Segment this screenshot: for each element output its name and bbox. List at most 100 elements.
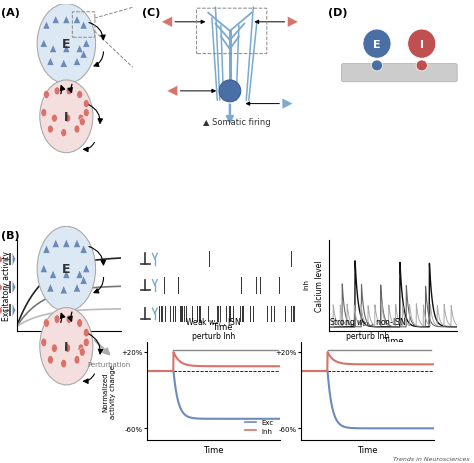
Polygon shape	[43, 245, 50, 254]
Polygon shape	[12, 304, 16, 317]
Polygon shape	[60, 60, 67, 68]
Ellipse shape	[408, 30, 436, 59]
Circle shape	[40, 308, 93, 385]
Circle shape	[77, 91, 82, 99]
Ellipse shape	[416, 61, 428, 72]
Text: E: E	[62, 263, 71, 276]
FancyArrowPatch shape	[89, 106, 102, 124]
Polygon shape	[82, 264, 90, 273]
Circle shape	[44, 91, 49, 99]
FancyArrowPatch shape	[61, 87, 64, 94]
Circle shape	[61, 129, 67, 138]
Polygon shape	[80, 245, 87, 254]
Text: (C): (C)	[142, 8, 160, 18]
Polygon shape	[73, 239, 81, 248]
Polygon shape	[82, 40, 90, 48]
Polygon shape	[288, 17, 298, 28]
FancyArrowPatch shape	[89, 247, 106, 265]
Polygon shape	[47, 284, 54, 293]
Circle shape	[74, 356, 80, 364]
Title: Weak $w_{EI}$ , ISN
perturb Inh: Weak $w_{EI}$ , ISN perturb Inh	[185, 316, 242, 340]
Circle shape	[74, 126, 80, 134]
Circle shape	[83, 100, 89, 108]
FancyArrowPatch shape	[68, 313, 72, 321]
Circle shape	[77, 319, 82, 328]
Circle shape	[47, 126, 54, 134]
Text: E: E	[62, 38, 71, 51]
Circle shape	[78, 115, 84, 123]
Text: Perturbation: Perturbation	[87, 361, 130, 367]
Circle shape	[65, 344, 71, 353]
FancyArrowPatch shape	[94, 278, 104, 294]
Polygon shape	[49, 45, 57, 54]
Circle shape	[83, 329, 89, 337]
Title: Strong $w_{EI}$ , non-ISN
perturb Inh: Strong $w_{EI}$ , non-ISN perturb Inh	[328, 316, 406, 340]
Polygon shape	[52, 239, 59, 248]
Polygon shape	[60, 286, 67, 294]
Circle shape	[52, 344, 57, 353]
X-axis label: Time: Time	[357, 445, 378, 454]
Legend: Exc, Inh: Exc, Inh	[242, 417, 276, 437]
Text: (A): (A)	[1, 8, 20, 18]
Polygon shape	[40, 40, 47, 48]
Polygon shape	[47, 58, 54, 66]
Circle shape	[79, 119, 85, 126]
Circle shape	[61, 360, 67, 368]
Polygon shape	[12, 253, 16, 266]
Text: I: I	[64, 340, 69, 353]
Polygon shape	[40, 264, 47, 273]
FancyBboxPatch shape	[341, 64, 457, 82]
Circle shape	[54, 315, 60, 324]
Circle shape	[47, 356, 54, 364]
Polygon shape	[63, 270, 70, 279]
Polygon shape	[80, 51, 87, 59]
Polygon shape	[282, 99, 293, 110]
Polygon shape	[76, 45, 83, 54]
Polygon shape	[76, 270, 83, 279]
FancyArrowPatch shape	[68, 85, 72, 93]
Circle shape	[41, 109, 47, 118]
Polygon shape	[63, 16, 70, 25]
Circle shape	[37, 5, 96, 84]
FancyArrowPatch shape	[89, 334, 103, 354]
Circle shape	[37, 227, 96, 312]
Circle shape	[65, 115, 71, 123]
Text: E: E	[373, 39, 381, 50]
Text: (D): (D)	[328, 8, 348, 18]
Polygon shape	[52, 16, 59, 25]
Polygon shape	[162, 17, 172, 28]
Polygon shape	[73, 284, 81, 293]
Polygon shape	[80, 276, 87, 285]
Text: (B): (B)	[1, 231, 20, 241]
X-axis label: Time: Time	[383, 337, 404, 345]
Text: I: I	[64, 111, 69, 124]
Polygon shape	[134, 308, 141, 319]
Polygon shape	[12, 281, 16, 294]
Text: Inh: Inh	[303, 278, 310, 289]
Ellipse shape	[363, 30, 391, 59]
FancyArrowPatch shape	[94, 53, 103, 67]
Text: Time: Time	[212, 322, 233, 331]
X-axis label: Time: Time	[58, 337, 79, 345]
Circle shape	[44, 319, 49, 328]
Polygon shape	[49, 270, 57, 279]
X-axis label: Time: Time	[203, 445, 224, 454]
Circle shape	[66, 88, 72, 96]
Circle shape	[219, 81, 241, 103]
Circle shape	[83, 109, 89, 118]
Polygon shape	[134, 280, 141, 291]
Y-axis label: Calcium level: Calcium level	[315, 260, 324, 312]
Text: Trends in Neurosciences: Trends in Neurosciences	[392, 456, 469, 461]
Circle shape	[54, 88, 60, 96]
Polygon shape	[80, 22, 87, 30]
Polygon shape	[167, 86, 178, 97]
FancyArrowPatch shape	[83, 374, 94, 384]
Text: ▲ Somatic firing: ▲ Somatic firing	[203, 118, 271, 127]
Circle shape	[79, 348, 85, 357]
Circle shape	[66, 315, 72, 324]
Circle shape	[78, 344, 84, 353]
Text: I: I	[420, 39, 424, 50]
Circle shape	[83, 338, 89, 347]
Polygon shape	[73, 16, 81, 25]
Y-axis label: Normalized
activity change: Normalized activity change	[103, 364, 116, 418]
